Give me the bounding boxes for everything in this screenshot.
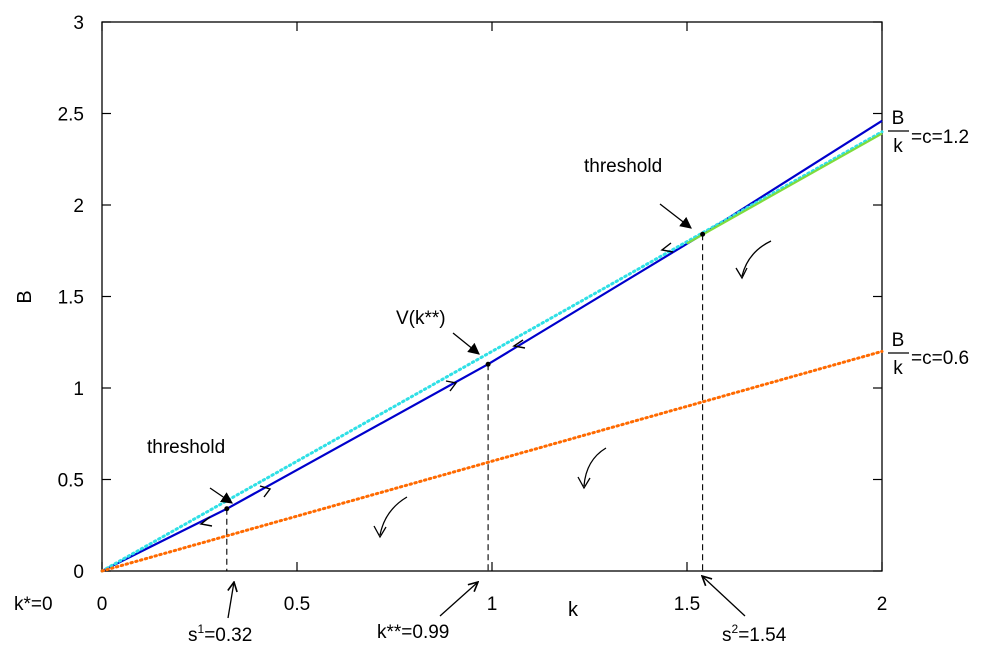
threshold-low-label: threshold xyxy=(147,437,225,458)
svg-text:B: B xyxy=(892,330,905,351)
svg-text:=c=1.2: =c=1.2 xyxy=(911,127,969,148)
s1-label: s1=0.32 xyxy=(188,622,252,646)
y-tick-label: 2 xyxy=(73,196,84,217)
y-axis-label: B xyxy=(14,290,36,303)
flow-arrow-up-low xyxy=(259,485,272,498)
x-axis-label: k xyxy=(568,599,579,621)
s2-arrow xyxy=(702,576,746,617)
y-tick-label: 0.5 xyxy=(58,471,84,492)
x-tick-label: 2 xyxy=(877,594,888,615)
svg-text:k: k xyxy=(893,358,903,379)
threshold-high-label: threshold xyxy=(584,156,662,177)
vlines-layer xyxy=(226,234,704,571)
s1-arrow xyxy=(228,582,234,619)
threshold-high-arrow xyxy=(659,203,692,229)
curved-arrow-2 xyxy=(583,447,607,487)
flow-arrow-down-mid xyxy=(512,339,526,349)
curved-arrow-3 xyxy=(379,496,408,536)
flow-arrows xyxy=(199,242,674,527)
series-line-1 xyxy=(100,130,884,573)
x-tick-label: 1.5 xyxy=(674,594,700,615)
label-c-low: B k =c=0.6 xyxy=(888,330,969,379)
y-tick-label: 1 xyxy=(73,379,84,400)
y-tick-label: 0 xyxy=(73,562,84,583)
axes: 0 0.5 1 1.5 2 0 0.5 1 1.5 2 2.5 3 xyxy=(58,13,888,615)
x-tick-label: 0 xyxy=(97,594,108,615)
flow-arrow-up-mid xyxy=(445,380,458,392)
series-line-2 xyxy=(100,349,884,573)
x-tick-label: 1 xyxy=(487,594,498,615)
curved-arrow-1-head xyxy=(735,267,748,280)
curved-arrow-3-head xyxy=(373,525,387,539)
svg-text:=c=0.6: =c=0.6 xyxy=(911,348,969,369)
plot-area xyxy=(101,21,883,572)
label-c-high: B k =c=1.2 xyxy=(888,108,969,157)
series-layer xyxy=(100,119,884,573)
v-label-arrow xyxy=(452,332,480,355)
equilibrium-point xyxy=(224,506,230,512)
flow-arrow-down-high xyxy=(660,242,674,253)
y-tick-label: 2.5 xyxy=(58,105,84,126)
curved-arrow-1 xyxy=(741,240,772,277)
svg-text:B: B xyxy=(892,108,905,129)
svg-text:s2=1.54: s2=1.54 xyxy=(722,622,787,646)
equilibrium-point xyxy=(700,231,706,237)
svg-text:k: k xyxy=(893,136,903,157)
flow-arrow-down-low xyxy=(199,516,213,527)
x-tick-label: 0.5 xyxy=(284,594,310,615)
points-layer xyxy=(224,231,706,512)
s2-label: s2=1.54 xyxy=(722,622,787,646)
kstarstar-arrow xyxy=(439,582,478,617)
equilibrium-point xyxy=(485,361,491,367)
y-tick-label: 1.5 xyxy=(58,288,84,309)
curved-arrow-2-head xyxy=(577,476,591,490)
threshold-low-arrow xyxy=(209,487,233,504)
v-label: V(k**) xyxy=(396,308,446,329)
region-flow-arrows xyxy=(373,240,772,539)
svg-text:s1=0.32: s1=0.32 xyxy=(188,622,252,646)
y-tick-label: 3 xyxy=(73,13,84,34)
kstarstar-label: k**=0.99 xyxy=(377,622,449,643)
kstar-label: k*=0 xyxy=(14,594,53,615)
series-line-3 xyxy=(686,132,883,245)
